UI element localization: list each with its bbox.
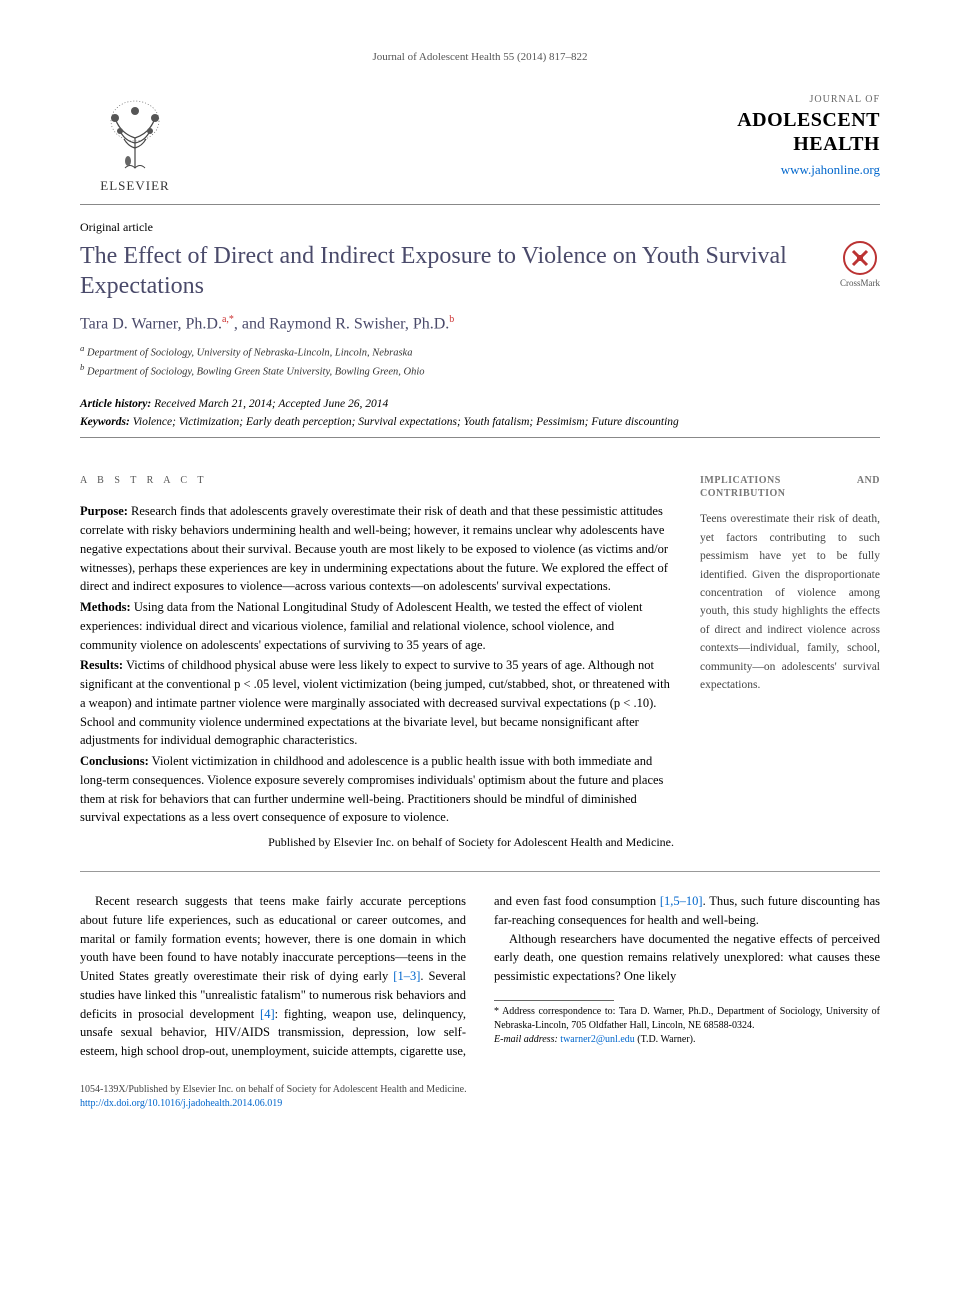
- methods-text: Using data from the National Longitudina…: [80, 600, 643, 652]
- authors: Tara D. Warner, Ph.D.a,*, and Raymond R.…: [80, 313, 880, 336]
- journal-block: JOURNAL OF ADOLESCENT HEALTH www.jahonli…: [737, 93, 880, 179]
- keywords-text: Violence; Victimization; Early death per…: [130, 416, 679, 428]
- footer-meta: 1054-139X/Published by Elsevier Inc. on …: [80, 1083, 880, 1111]
- published-by: Published by Elsevier Inc. on behalf of …: [80, 833, 674, 851]
- affiliations: a Department of Sociology, University of…: [80, 342, 880, 381]
- conclusions-text: Violent victimization in childhood and a…: [80, 754, 663, 824]
- publisher-logo: ELSEVIER: [80, 93, 190, 195]
- citation[interactable]: [1–3]: [393, 969, 420, 983]
- author-2-affil: b: [449, 314, 454, 325]
- body-columns: Recent research suggests that teens make…: [80, 892, 880, 1061]
- rule: [80, 437, 880, 438]
- footnote-rule: [494, 1000, 614, 1001]
- citation[interactable]: [4]: [260, 1007, 275, 1021]
- rule: [80, 204, 880, 205]
- crossmark-icon: [843, 241, 877, 275]
- keywords-label: Keywords:: [80, 416, 130, 428]
- author-2: , and Raymond R. Swisher, Ph.D.: [234, 316, 449, 333]
- article-history: Article history: Received March 21, 2014…: [80, 395, 880, 432]
- copyright-line: 1054-139X/Published by Elsevier Inc. on …: [80, 1083, 880, 1097]
- history-text: Received March 21, 2014; Accepted June 2…: [151, 398, 388, 410]
- journal-name-line1: ADOLESCENT: [737, 109, 880, 131]
- purpose-label: Purpose:: [80, 504, 128, 518]
- results-text: Victims of childhood physical abuse were…: [80, 658, 670, 747]
- running-head: Journal of Adolescent Health 55 (2014) 8…: [80, 50, 880, 65]
- journal-label: JOURNAL OF: [737, 93, 880, 107]
- sidebar-heading: IMPLICATIONS AND CONTRIBUTION: [700, 474, 880, 500]
- journal-name-line2: HEALTH: [737, 133, 880, 155]
- email-link[interactable]: twarner2@unl.edu: [560, 1034, 634, 1045]
- methods-label: Methods:: [80, 600, 131, 614]
- publisher-name: ELSEVIER: [100, 177, 169, 195]
- citation[interactable]: [1,5–10]: [660, 894, 703, 908]
- footnotes: * Address correspondence to: Tara D. War…: [494, 1005, 880, 1047]
- crossmark-label: CrossMark: [840, 277, 880, 290]
- sidebar-body: Teens overestimate their risk of death, …: [700, 510, 880, 694]
- title-row: The Effect of Direct and Indirect Exposu…: [80, 241, 880, 301]
- author-1-affil: a,: [222, 314, 229, 325]
- results-label: Results:: [80, 658, 123, 672]
- abstract-body: Purpose: Research finds that adolescents…: [80, 502, 674, 851]
- crossmark-badge[interactable]: CrossMark: [840, 241, 880, 290]
- elsevier-tree-icon: [100, 93, 170, 173]
- corresponding-address: * Address correspondence to: Tara D. War…: [494, 1005, 880, 1033]
- email-label: E-mail address:: [494, 1034, 560, 1045]
- abstract-label: A B S T R A C T: [80, 474, 674, 488]
- email-tail: (T.D. Warner).: [635, 1034, 696, 1045]
- purpose-text: Research finds that adolescents gravely …: [80, 504, 668, 593]
- history-label: Article history:: [80, 398, 151, 410]
- author-1: Tara D. Warner, Ph.D.: [80, 316, 222, 333]
- article-type: Original article: [80, 219, 880, 236]
- abstract-wrap: A B S T R A C T Purpose: Research finds …: [80, 474, 880, 851]
- doi-link[interactable]: http://dx.doi.org/10.1016/j.jadohealth.2…: [80, 1097, 880, 1111]
- header-row: ELSEVIER JOURNAL OF ADOLESCENT HEALTH ww…: [80, 93, 880, 195]
- conclusions-label: Conclusions:: [80, 754, 149, 768]
- article-title: The Effect of Direct and Indirect Exposu…: [80, 241, 840, 301]
- affiliation-b: b Department of Sociology, Bowling Green…: [80, 361, 880, 380]
- affiliation-a: a Department of Sociology, University of…: [80, 342, 880, 361]
- journal-url[interactable]: www.jahonline.org: [737, 161, 880, 179]
- implications-sidebar: IMPLICATIONS AND CONTRIBUTION Teens over…: [700, 474, 880, 851]
- abstract-main: A B S T R A C T Purpose: Research finds …: [80, 474, 674, 851]
- body-para-2: Although researchers have documented the…: [494, 930, 880, 986]
- rule: [80, 871, 880, 872]
